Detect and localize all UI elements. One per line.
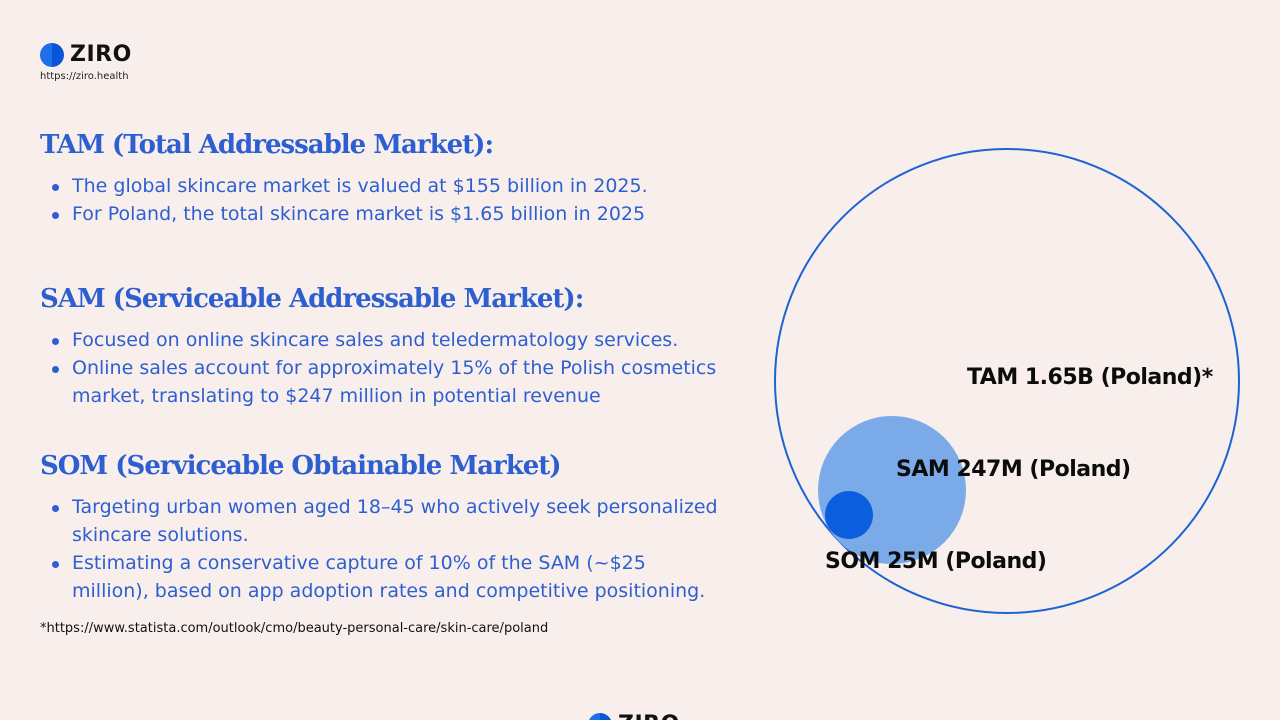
tam-label: TAM 1.65B (Poland)* (967, 365, 1214, 390)
brand-url: https://ziro.health (40, 71, 129, 82)
som-heading: SOM (Serviceable Obtainable Market) (40, 451, 562, 481)
som-bullet: Estimating a conservative capture of 10%… (40, 549, 720, 605)
tam-bullet-list: The global skincare market is valued at … (40, 172, 720, 228)
som-bullet-list: Targeting urban women aged 18–45 who act… (40, 493, 720, 605)
sam-heading: SAM (Serviceable Addressable Market): (40, 284, 584, 314)
brand-name: ZIRO (70, 42, 132, 67)
tam-circle (774, 148, 1240, 614)
tam-section: TAM (Total Addressable Market): The glob… (40, 130, 720, 228)
tam-heading: TAM (Total Addressable Market): (40, 130, 494, 160)
sam-circle (818, 416, 966, 564)
brand-logo: ZIRO (40, 42, 132, 67)
ziro-logo-icon (588, 712, 612, 720)
som-label: SOM 25M (Poland) (825, 549, 1046, 574)
sam-label: SAM 247M (Poland) (896, 457, 1131, 482)
ziro-logo-icon (40, 42, 64, 67)
footer-logo: ZIRO (588, 712, 680, 720)
footer-brand-name: ZIRO (618, 712, 680, 720)
som-bullet: Targeting urban women aged 18–45 who act… (40, 493, 720, 549)
som-circle (825, 491, 873, 539)
source-footnote: *https://www.statista.com/outlook/cmo/be… (40, 621, 549, 636)
sam-section: SAM (Serviceable Addressable Market): Fo… (40, 284, 720, 410)
som-section: SOM (Serviceable Obtainable Market) Targ… (40, 451, 720, 605)
sam-bullet: Online sales account for approximately 1… (40, 354, 720, 410)
sam-bullet-list: Focused on online skincare sales and tel… (40, 326, 720, 410)
tam-bullet: The global skincare market is valued at … (40, 172, 720, 200)
sam-bullet: Focused on online skincare sales and tel… (40, 326, 720, 354)
tam-bullet: For Poland, the total skincare market is… (40, 200, 720, 228)
